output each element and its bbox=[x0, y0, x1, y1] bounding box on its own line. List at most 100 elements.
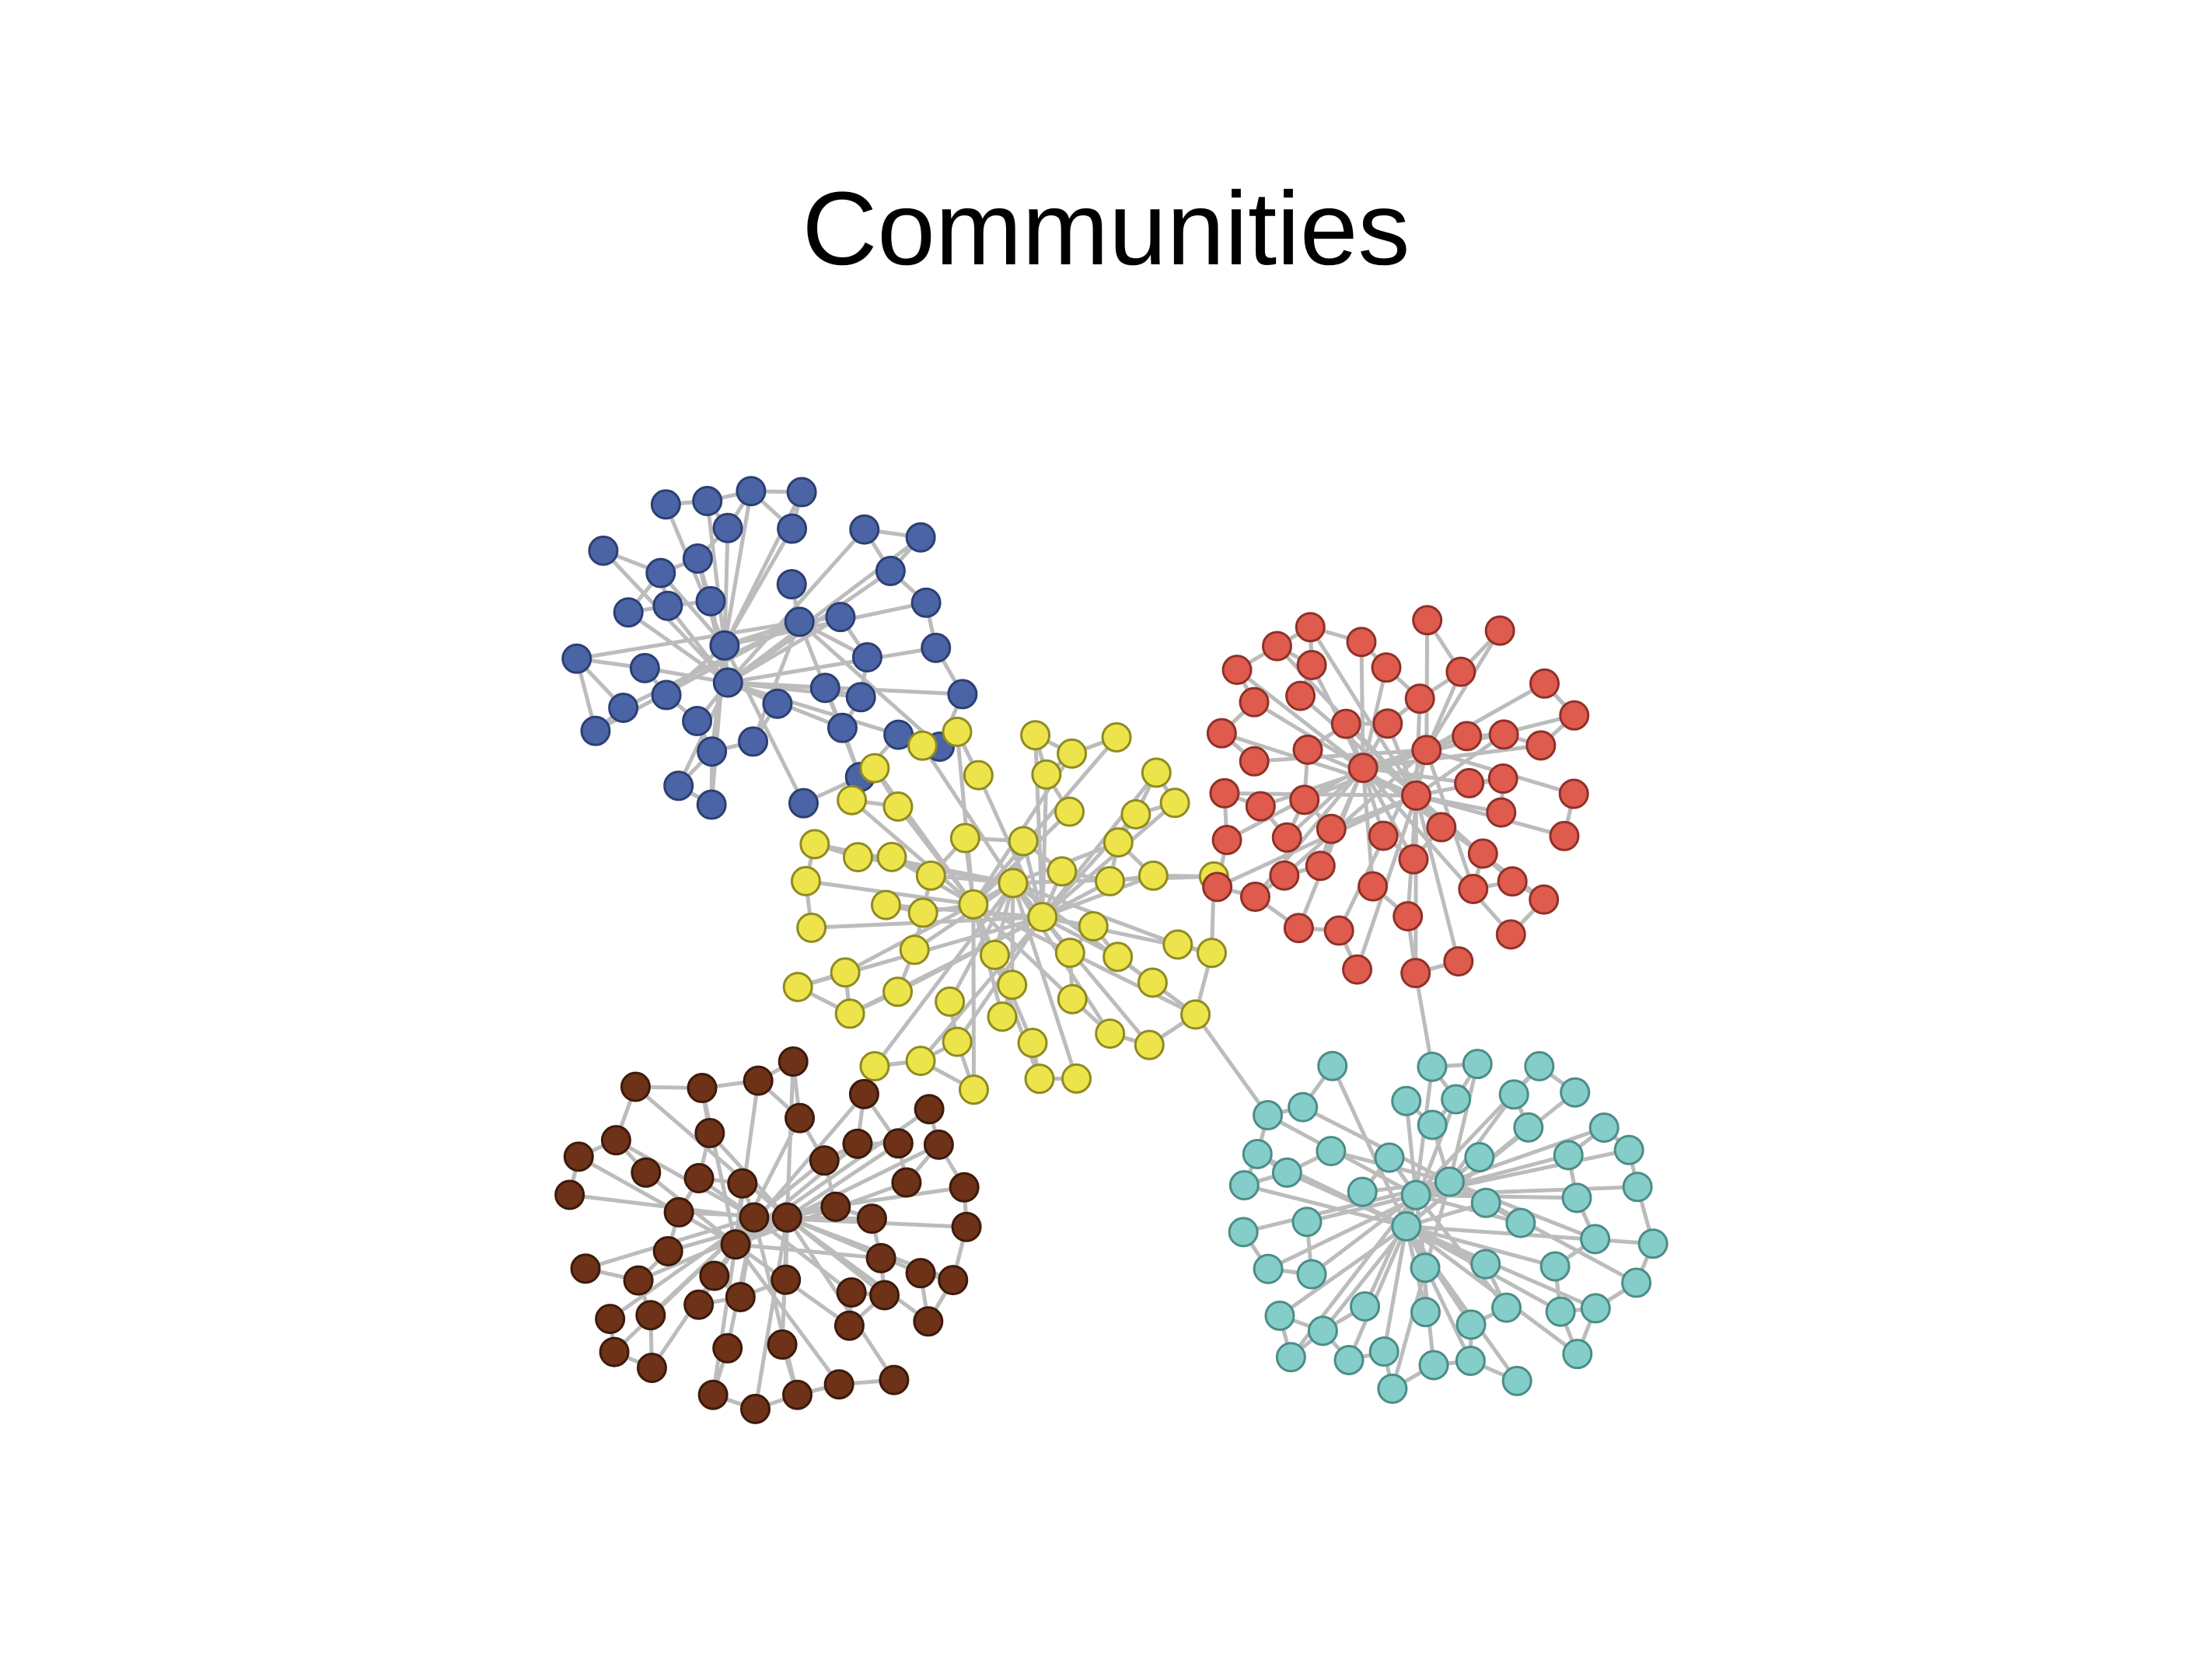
red-node bbox=[1289, 784, 1320, 816]
brown-node bbox=[697, 1379, 729, 1410]
yellow-edge bbox=[971, 902, 977, 1092]
brown-node bbox=[809, 1145, 840, 1176]
red-node bbox=[1323, 915, 1354, 946]
blue-node bbox=[776, 569, 807, 600]
teal-edge bbox=[1404, 1098, 1418, 1197]
red-node bbox=[1486, 797, 1517, 828]
blue-node bbox=[682, 543, 713, 574]
teal-node bbox=[1434, 1166, 1465, 1197]
blue-node bbox=[709, 630, 740, 661]
red-node bbox=[1295, 612, 1326, 643]
teal-node bbox=[1588, 1112, 1620, 1143]
teal-edge bbox=[1277, 1224, 1409, 1318]
red-node bbox=[1411, 735, 1442, 766]
yellow-node bbox=[1020, 720, 1051, 751]
red-edge bbox=[1215, 793, 1418, 889]
yellow-edge bbox=[971, 902, 1075, 1001]
teal-node bbox=[1498, 1079, 1529, 1110]
blue-edge bbox=[722, 526, 730, 648]
yellow-edge bbox=[912, 881, 1015, 952]
brown-node bbox=[570, 1253, 601, 1284]
yellow-node bbox=[782, 972, 813, 1003]
teal-node bbox=[1418, 1350, 1449, 1381]
teal-edge bbox=[1347, 1224, 1409, 1363]
red-node bbox=[1245, 791, 1276, 822]
brown-node bbox=[725, 1281, 756, 1312]
teal-edge bbox=[1382, 1224, 1409, 1354]
yellow-node bbox=[942, 1026, 973, 1057]
teal-node bbox=[1291, 1207, 1323, 1238]
brown-node bbox=[785, 1102, 816, 1133]
blue-node bbox=[736, 476, 767, 507]
yellow-node bbox=[1137, 860, 1169, 891]
blue-node bbox=[645, 557, 676, 589]
yellow-node bbox=[1103, 941, 1134, 973]
brown-node bbox=[599, 1336, 630, 1367]
red-edge bbox=[1235, 668, 1365, 770]
yellow-node bbox=[1095, 866, 1126, 897]
teal-node bbox=[1470, 1249, 1501, 1280]
teal-node bbox=[1317, 1050, 1348, 1081]
red-node bbox=[1529, 884, 1560, 915]
yellow-node bbox=[998, 868, 1029, 899]
blue-node bbox=[947, 679, 978, 710]
teal-edge bbox=[1404, 1224, 1598, 1311]
yellow-edge bbox=[971, 809, 1072, 906]
brown-edge bbox=[785, 1141, 900, 1220]
red-node bbox=[1239, 882, 1270, 913]
blue-edge bbox=[725, 615, 843, 685]
yellow-edge bbox=[872, 766, 976, 906]
brown-node bbox=[820, 1191, 851, 1222]
nodes-layer bbox=[554, 476, 1669, 1424]
teal-node bbox=[1288, 1091, 1319, 1123]
teal-node bbox=[1264, 1300, 1295, 1331]
blue-node bbox=[652, 590, 683, 621]
yellow-node bbox=[876, 841, 907, 872]
brown-node bbox=[833, 1310, 865, 1341]
teal-node bbox=[1491, 1292, 1522, 1323]
blue-node bbox=[875, 555, 906, 586]
blue-node bbox=[613, 597, 644, 628]
yellow-edge bbox=[850, 798, 976, 906]
brown-edge bbox=[633, 1084, 789, 1220]
blue-node bbox=[629, 652, 660, 683]
yellow-edge bbox=[918, 915, 1045, 1064]
red-node bbox=[1305, 850, 1336, 882]
teal-node bbox=[1441, 1084, 1472, 1115]
brown-node bbox=[856, 1203, 887, 1235]
blue-node bbox=[651, 679, 682, 711]
teal-node bbox=[1377, 1373, 1408, 1404]
teal-edge bbox=[1404, 1224, 1557, 1269]
yellow-node bbox=[907, 897, 938, 928]
yellow-node bbox=[1078, 911, 1109, 942]
blue-node bbox=[561, 643, 592, 674]
yellow-node bbox=[1141, 757, 1172, 788]
red-node bbox=[1558, 778, 1589, 809]
blue-node bbox=[580, 715, 611, 746]
red-node bbox=[1454, 767, 1485, 798]
yellow-node bbox=[1120, 798, 1151, 830]
teal-node bbox=[1545, 1296, 1576, 1327]
brown-node bbox=[683, 1289, 715, 1320]
teal-node bbox=[1253, 1100, 1284, 1131]
brown-edge bbox=[711, 1242, 738, 1397]
blue-node bbox=[825, 602, 856, 633]
blue-edge bbox=[666, 603, 730, 685]
teal-node bbox=[1242, 1138, 1273, 1169]
yellow-node bbox=[942, 716, 973, 747]
yellow-node bbox=[790, 865, 821, 896]
red-node bbox=[1529, 668, 1560, 699]
red-node bbox=[1342, 954, 1373, 985]
teal-node bbox=[1562, 1339, 1593, 1370]
yellow-node bbox=[915, 860, 946, 891]
yellow-node bbox=[997, 969, 1028, 1001]
blue-node bbox=[663, 770, 694, 802]
teal-node bbox=[1560, 1077, 1591, 1108]
brown-node bbox=[694, 1118, 725, 1149]
yellow-node bbox=[830, 957, 861, 988]
teal-edge bbox=[1447, 1092, 1516, 1184]
red-node bbox=[1445, 656, 1476, 687]
brown-node bbox=[595, 1304, 626, 1335]
brown-node bbox=[891, 1167, 922, 1198]
teal-edge bbox=[1404, 1224, 1473, 1363]
